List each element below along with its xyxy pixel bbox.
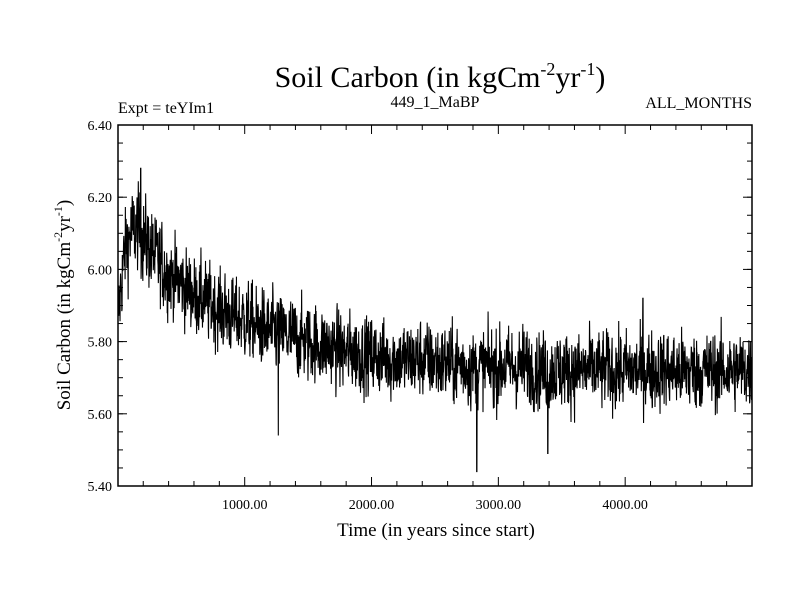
subtitle-period: 449_1_MaBP — [391, 94, 480, 111]
ticks-layer: 5.40 5.60 5.80 6.00 6.20 6.40 1000.00 2000.00 30… — [88, 119, 752, 513]
y-tick-label: 6.00 — [88, 263, 113, 278]
x-tick-label: 1000.00 — [222, 498, 268, 513]
y-tick-label: 6.40 — [88, 119, 113, 134]
subtitle-experiment: Expt = teYIm1 — [118, 100, 214, 117]
subtitle-months: ALL_MONTHS — [645, 95, 752, 112]
y-tick-label: 5.60 — [88, 408, 113, 423]
x-tick-label: 3000.00 — [476, 498, 522, 513]
chart-title: Soil Carbon (in kgCm-2yr-1) — [275, 59, 606, 94]
plot-frame — [117, 124, 753, 487]
series-layer — [117, 167, 753, 473]
y-tick-label: 5.40 — [88, 480, 113, 495]
y-axis-label: Soil Carbon (in kgCm-2yr-1) — [51, 200, 75, 411]
x-tick-label: 4000.00 — [602, 498, 648, 513]
series-line-soil-carbon — [117, 167, 753, 473]
x-tick-label: 2000.00 — [349, 498, 395, 513]
y-tick-label: 5.80 — [88, 336, 113, 351]
y-tick-label: 6.20 — [88, 191, 113, 206]
x-axis-label: Time (in years since start) — [337, 520, 535, 541]
